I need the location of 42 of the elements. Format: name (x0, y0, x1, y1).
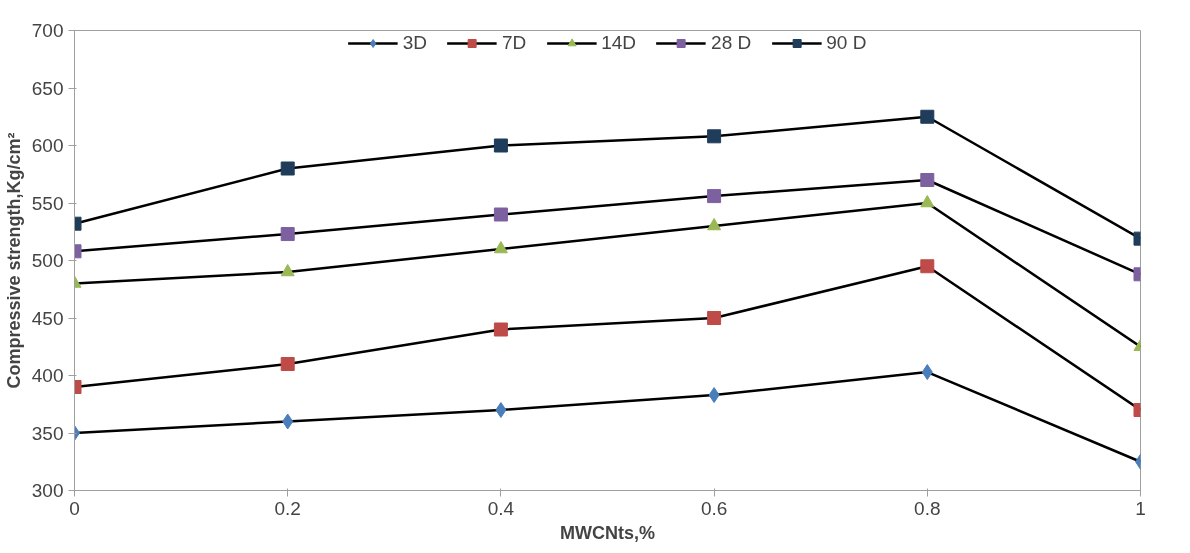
point (921, 364, 933, 381)
y-tick-label: 550 (31, 192, 64, 214)
x-tick-label: 0.6 (700, 497, 728, 519)
point (707, 311, 722, 325)
x-tick-label: 0.2 (274, 497, 301, 519)
y-tick-label: 600 (31, 135, 64, 156)
legend-label: 14D (601, 32, 637, 54)
point (495, 402, 507, 418)
point (920, 194, 935, 208)
point (707, 129, 722, 144)
y-tick-label: 700 (31, 20, 64, 41)
point (493, 138, 508, 153)
legend-label: 7D (501, 32, 527, 54)
y-tick-label: 400 (31, 365, 64, 386)
point (707, 189, 722, 204)
x-tick-label: 0 (69, 497, 80, 519)
legend-label: 3D (402, 32, 427, 54)
y-tick-label: 650 (31, 77, 64, 99)
point (707, 217, 722, 231)
point (493, 207, 508, 222)
y-tick-label: 450 (31, 307, 64, 329)
y-tick-label: 300 (31, 480, 64, 501)
x-axis-title: MWCNts,% (560, 522, 655, 543)
point (920, 109, 935, 124)
point (282, 413, 294, 430)
point (280, 263, 295, 277)
point (920, 259, 935, 274)
y-tick-label: 500 (31, 250, 64, 271)
point (280, 227, 295, 242)
x-tick-label: 0.8 (914, 497, 941, 519)
point (920, 173, 935, 187)
legend-label: 90 D (826, 32, 867, 54)
point (493, 240, 508, 254)
point (493, 322, 508, 337)
point (280, 161, 295, 176)
point (708, 387, 720, 404)
x-tick-label: 0.4 (487, 497, 515, 519)
y-axis-title: Compressive strength,Kg/cm² (3, 132, 24, 389)
point (280, 357, 295, 371)
x-tick-label: 1 (1135, 497, 1146, 519)
legend-label: 28 D (711, 32, 752, 54)
y-tick-label: 350 (31, 422, 64, 444)
